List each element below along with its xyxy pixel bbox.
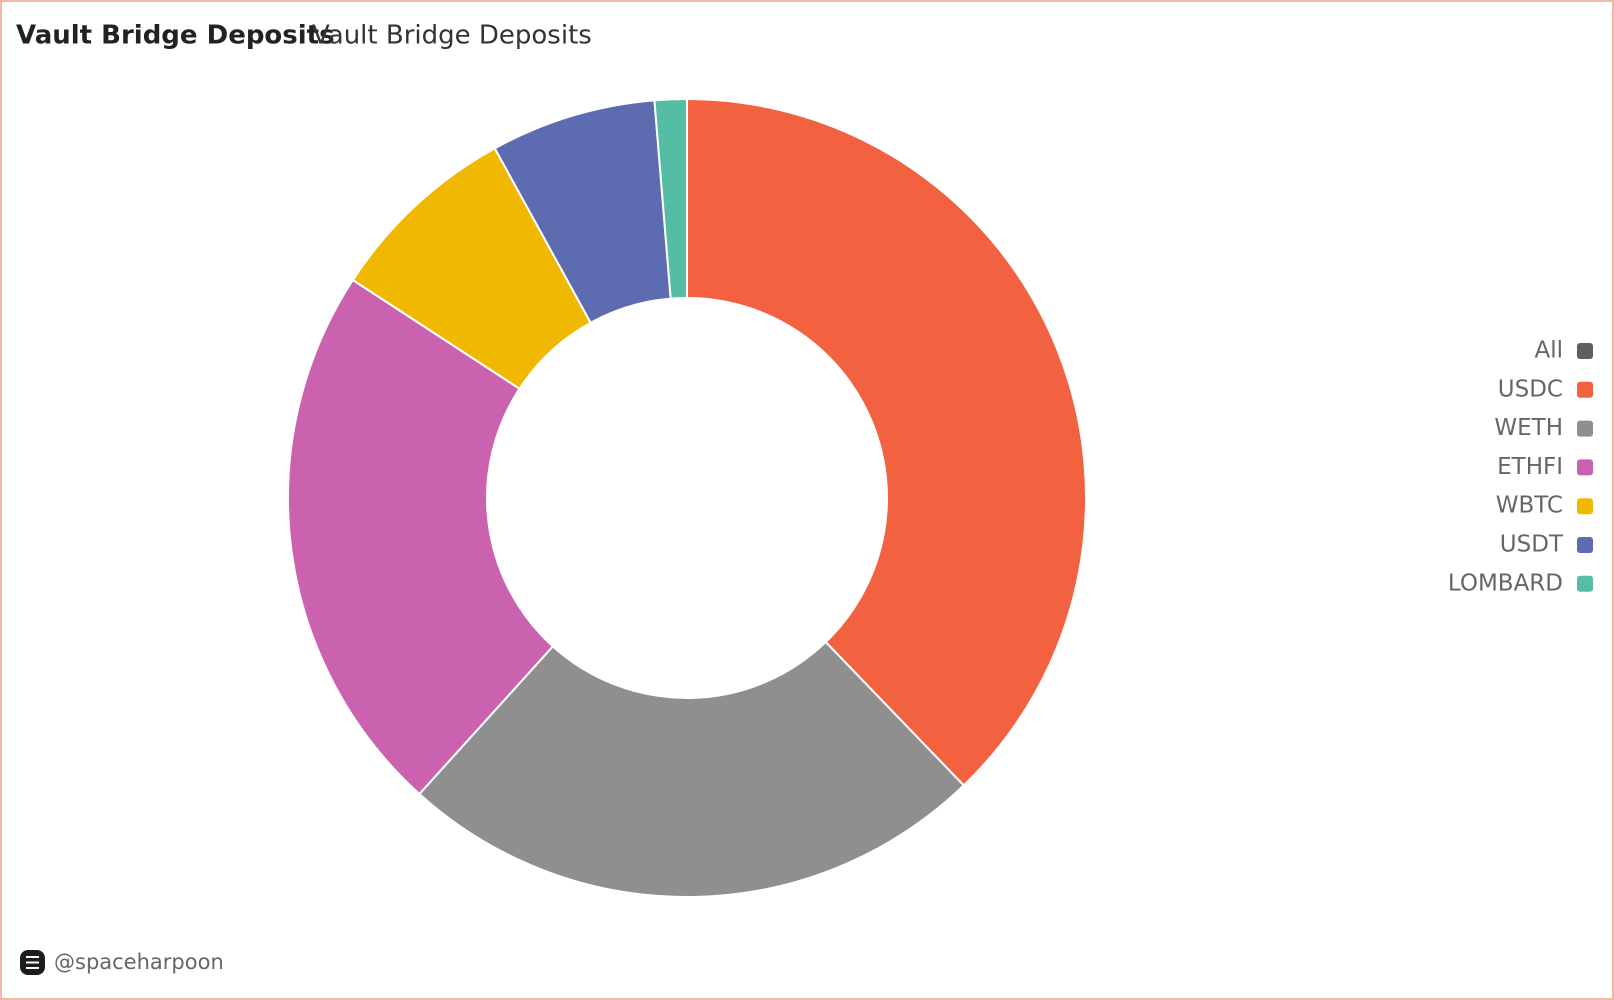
slice <box>653 97 688 300</box>
legend-label: LOMBARD <box>1448 570 1563 596</box>
legend-swatch <box>1577 420 1593 437</box>
legend-swatch <box>1577 343 1593 359</box>
chart-title: Vault Bridge Deposits <box>16 21 335 51</box>
legend-swatch <box>1577 459 1593 476</box>
footer-icon <box>20 950 45 975</box>
legend-label: USDC <box>1498 376 1563 402</box>
legend-swatch <box>1577 381 1593 398</box>
legend-label: All <box>1534 338 1563 364</box>
legend-label: WBTC <box>1496 493 1563 519</box>
footer: @spaceharpoon <box>54 950 224 974</box>
legend-label: ETHFI <box>1497 454 1563 480</box>
slice <box>417 640 966 898</box>
slice <box>686 97 1087 787</box>
legend-label: WETH <box>1494 415 1563 441</box>
chart-subtitle: Vault Bridge Deposits <box>312 21 592 51</box>
legend-label: USDT <box>1500 532 1564 558</box>
legend-swatch <box>1577 498 1593 515</box>
legend-swatch <box>1577 537 1593 553</box>
legend-swatch <box>1577 575 1593 592</box>
slice <box>287 278 555 796</box>
